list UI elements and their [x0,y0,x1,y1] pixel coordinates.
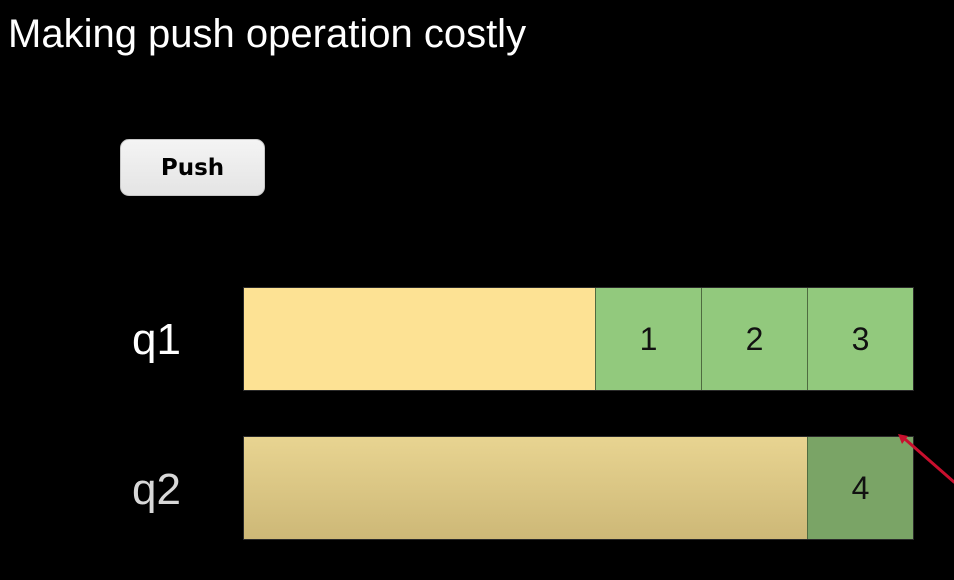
annotation-arrow-icon [898,434,954,484]
queue-q2-cell: 4 [807,437,913,539]
queue-q1-empty-space [244,288,595,390]
queue-label-q2: q2 [132,465,181,514]
queue-q1-cell: 3 [807,288,913,390]
queue-q2: 4 [243,436,914,540]
queue-q1-cell: 1 [595,288,701,390]
push-button[interactable]: Push [120,139,265,196]
queue-q1: 1 2 3 [243,287,914,391]
queue-label-q1: q1 [132,315,181,364]
queue-q1-cell: 2 [701,288,807,390]
slide-title: Making push operation costly [8,12,527,56]
queue-q2-empty-space [244,437,807,539]
